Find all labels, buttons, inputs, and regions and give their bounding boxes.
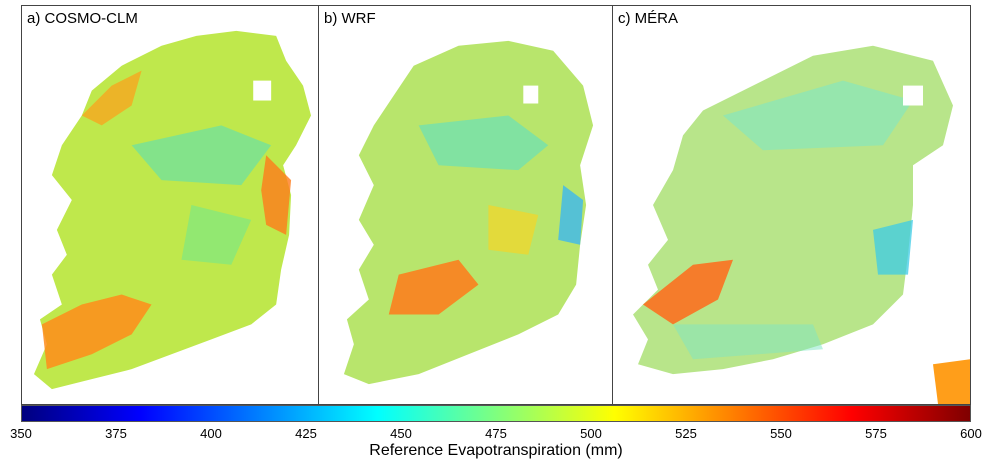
colorbar-tick-label: 350 xyxy=(10,426,32,441)
colorbar-tick-label: 475 xyxy=(485,426,507,441)
panel-wrf: b) WRF xyxy=(319,6,613,404)
colorbar-tick-label: 425 xyxy=(295,426,317,441)
colorbar-tick-label: 500 xyxy=(580,426,602,441)
map-panels: a) COSMO-CLM b) WRF c) MÉRA xyxy=(21,5,971,405)
colorbar-tick-label: 525 xyxy=(675,426,697,441)
colorbar-tick-label: 450 xyxy=(390,426,412,441)
panel-label: a) COSMO-CLM xyxy=(27,10,138,27)
colorbar-tick-label: 375 xyxy=(105,426,127,441)
colorbar-tick-label: 600 xyxy=(960,426,982,441)
colorbar-title: Reference Evapotranspiration (mm) xyxy=(369,442,623,459)
colorbar-tick-label: 400 xyxy=(200,426,222,441)
ireland-map-mera xyxy=(633,45,970,404)
colorbar-tick-label: 550 xyxy=(770,426,792,441)
panel-cosmo-clm: a) COSMO-CLM xyxy=(22,6,319,404)
panel-mera: c) MÉRA xyxy=(613,6,970,404)
panel-label: c) MÉRA xyxy=(618,10,678,27)
colorbar-tick-label: 575 xyxy=(865,426,887,441)
colorbar xyxy=(21,405,971,422)
colorbar-ticks: 350 375 400 425 450 475 500 525 550 575 600 xyxy=(10,426,982,444)
ireland-map-cosmo xyxy=(33,30,312,390)
ireland-landmass xyxy=(343,40,594,385)
ireland-map-wrf xyxy=(343,40,594,385)
panel-label: b) WRF xyxy=(324,10,376,27)
